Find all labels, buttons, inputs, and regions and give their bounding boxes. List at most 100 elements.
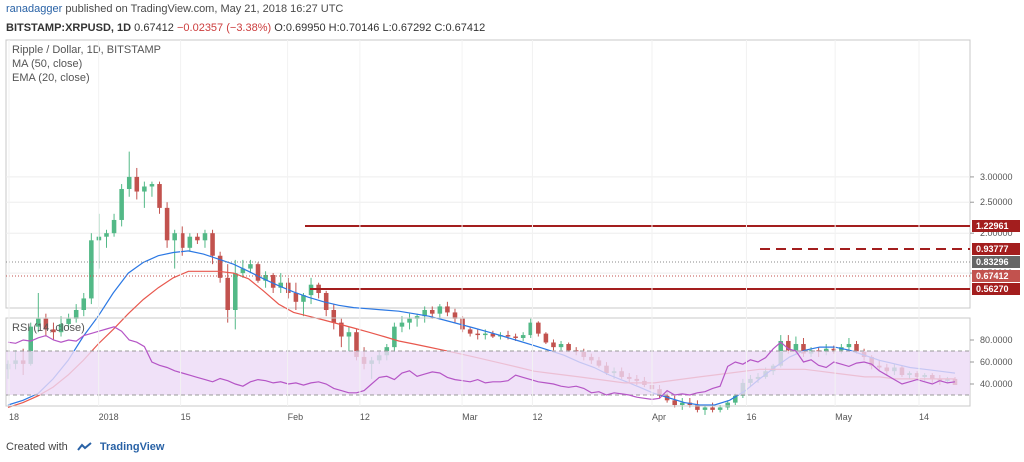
candle-body: [301, 295, 306, 302]
chart-canvas[interactable]: 3.000002.500002.000001.500001.229610.937…: [0, 36, 1024, 436]
candle-body: [558, 344, 564, 348]
x-tick-label: Apr: [652, 412, 666, 422]
rsi-tick-label: 60.0000: [980, 357, 1013, 367]
candle-body: [126, 176, 132, 189]
price-tick-label: 2.00000: [980, 228, 1013, 238]
created-with-text: Created with: [6, 441, 68, 453]
x-tick-label: 12: [532, 412, 542, 422]
candle-body: [270, 274, 276, 288]
candle-body: [566, 344, 571, 351]
candle-body: [331, 310, 337, 323]
candle-body: [172, 233, 177, 241]
x-tick-label: 14: [919, 412, 929, 422]
candle-body: [422, 310, 427, 317]
price-label: 0.83296: [976, 257, 1009, 267]
ohlc-values: O:0.69950 H:0.70146 L:0.67292 C:0.67412: [274, 22, 486, 34]
candle-body: [339, 322, 344, 337]
candle-body: [467, 329, 473, 334]
price-label-box: [972, 256, 1020, 268]
symbol-summary: BITSTAMP:XRPUSD, 1D 0.67412 −0.02357 (−3…: [6, 22, 485, 34]
candle-body: [520, 335, 526, 338]
price-label: 0.67412: [976, 271, 1009, 281]
x-tick-label: Feb: [288, 412, 304, 422]
candle-body: [278, 282, 284, 288]
candle-body: [36, 318, 41, 327]
candle-body: [248, 264, 253, 269]
candle-body: [429, 310, 435, 314]
candle-body: [505, 335, 511, 337]
x-tick-label: 18: [9, 412, 19, 422]
candle-body: [225, 277, 230, 311]
candle-body: [392, 326, 397, 348]
price-label: 0.93777: [976, 244, 1009, 254]
candle-body: [445, 306, 450, 313]
price-label: 0.56270: [976, 284, 1009, 294]
published-text: published on TradingView.com, May 21, 20…: [65, 3, 344, 15]
x-tick-label: Mar: [462, 412, 478, 422]
candle-body: [786, 340, 791, 351]
candle-body: [695, 405, 700, 410]
candle-body: [543, 333, 549, 343]
x-axis: 18 2018 15 Feb 12 Mar 12 Apr 16 May 14: [8, 40, 929, 422]
x-tick-label: 16: [746, 412, 756, 422]
candle-body: [66, 318, 71, 324]
candle-body: [710, 407, 715, 410]
price-label-box: [972, 283, 1020, 295]
candle-body: [164, 207, 170, 241]
x-tick-label: 15: [181, 412, 191, 422]
candle-body: [255, 264, 261, 281]
author-link[interactable]: ranadagger: [6, 3, 63, 15]
rsi-band: [6, 351, 970, 395]
candle-body: [672, 400, 677, 406]
price-label-box: [972, 243, 1020, 255]
symbol-name: BITSTAMP:XRPUSD, 1D: [6, 22, 132, 34]
price-pane-border: [5, 39, 971, 309]
candle-body: [187, 236, 193, 248]
candle-body: [679, 402, 685, 406]
x-tick-label: 12: [360, 412, 370, 422]
candle-body: [81, 298, 87, 311]
candle-body: [233, 273, 238, 311]
candle-body: [104, 233, 109, 237]
candle-body: [475, 333, 480, 336]
candle-body: [846, 344, 852, 348]
tradingview-logo-icon: [77, 442, 92, 451]
x-tick-label: 2018: [99, 412, 119, 422]
price-tick-label: 2.50000: [980, 197, 1013, 207]
candle-body: [28, 326, 34, 364]
candle-body: [263, 274, 268, 281]
rsi-pane[interactable]: 80.0000 60.0000 40.0000 RSI (14, close): [5, 317, 1013, 407]
candle-body: [43, 318, 49, 330]
candle-body: [346, 332, 352, 337]
rsi-tick-label: 80.0000: [980, 335, 1013, 345]
candle-body: [354, 332, 359, 357]
candle-body: [801, 344, 806, 354]
candle-body: [793, 344, 799, 351]
candle-body: [823, 348, 829, 352]
price-label: 1.22961: [976, 221, 1009, 231]
candle-body: [664, 395, 670, 401]
rsi-tick-label: 40.0000: [980, 379, 1013, 389]
candle-body: [323, 292, 329, 311]
candle-body: [286, 282, 291, 293]
published-header: ranadagger published on TradingView.com,…: [0, 0, 1024, 20]
candle-body: [142, 186, 147, 192]
candle-body: [437, 306, 443, 314]
candle-body: [717, 407, 723, 410]
price-label-box: [972, 220, 1020, 232]
candle-body: [733, 395, 738, 403]
x-tick-label: May: [835, 412, 853, 422]
candle-body: [73, 310, 79, 319]
candle-body: [452, 312, 458, 319]
tradingview-brand[interactable]: TradingView: [99, 441, 165, 453]
candle-body: [240, 268, 246, 274]
candle-body: [119, 188, 124, 220]
candle-body: [536, 322, 541, 334]
candle-body: [51, 329, 56, 333]
indicator-legend: EMA (20, close): [12, 72, 90, 84]
candle-body: [149, 184, 155, 187]
candle-body: [513, 336, 518, 338]
rsi-title: RSI (14, close): [12, 322, 85, 334]
candle-body: [831, 348, 837, 351]
footer: Created with TradingView: [6, 441, 164, 453]
